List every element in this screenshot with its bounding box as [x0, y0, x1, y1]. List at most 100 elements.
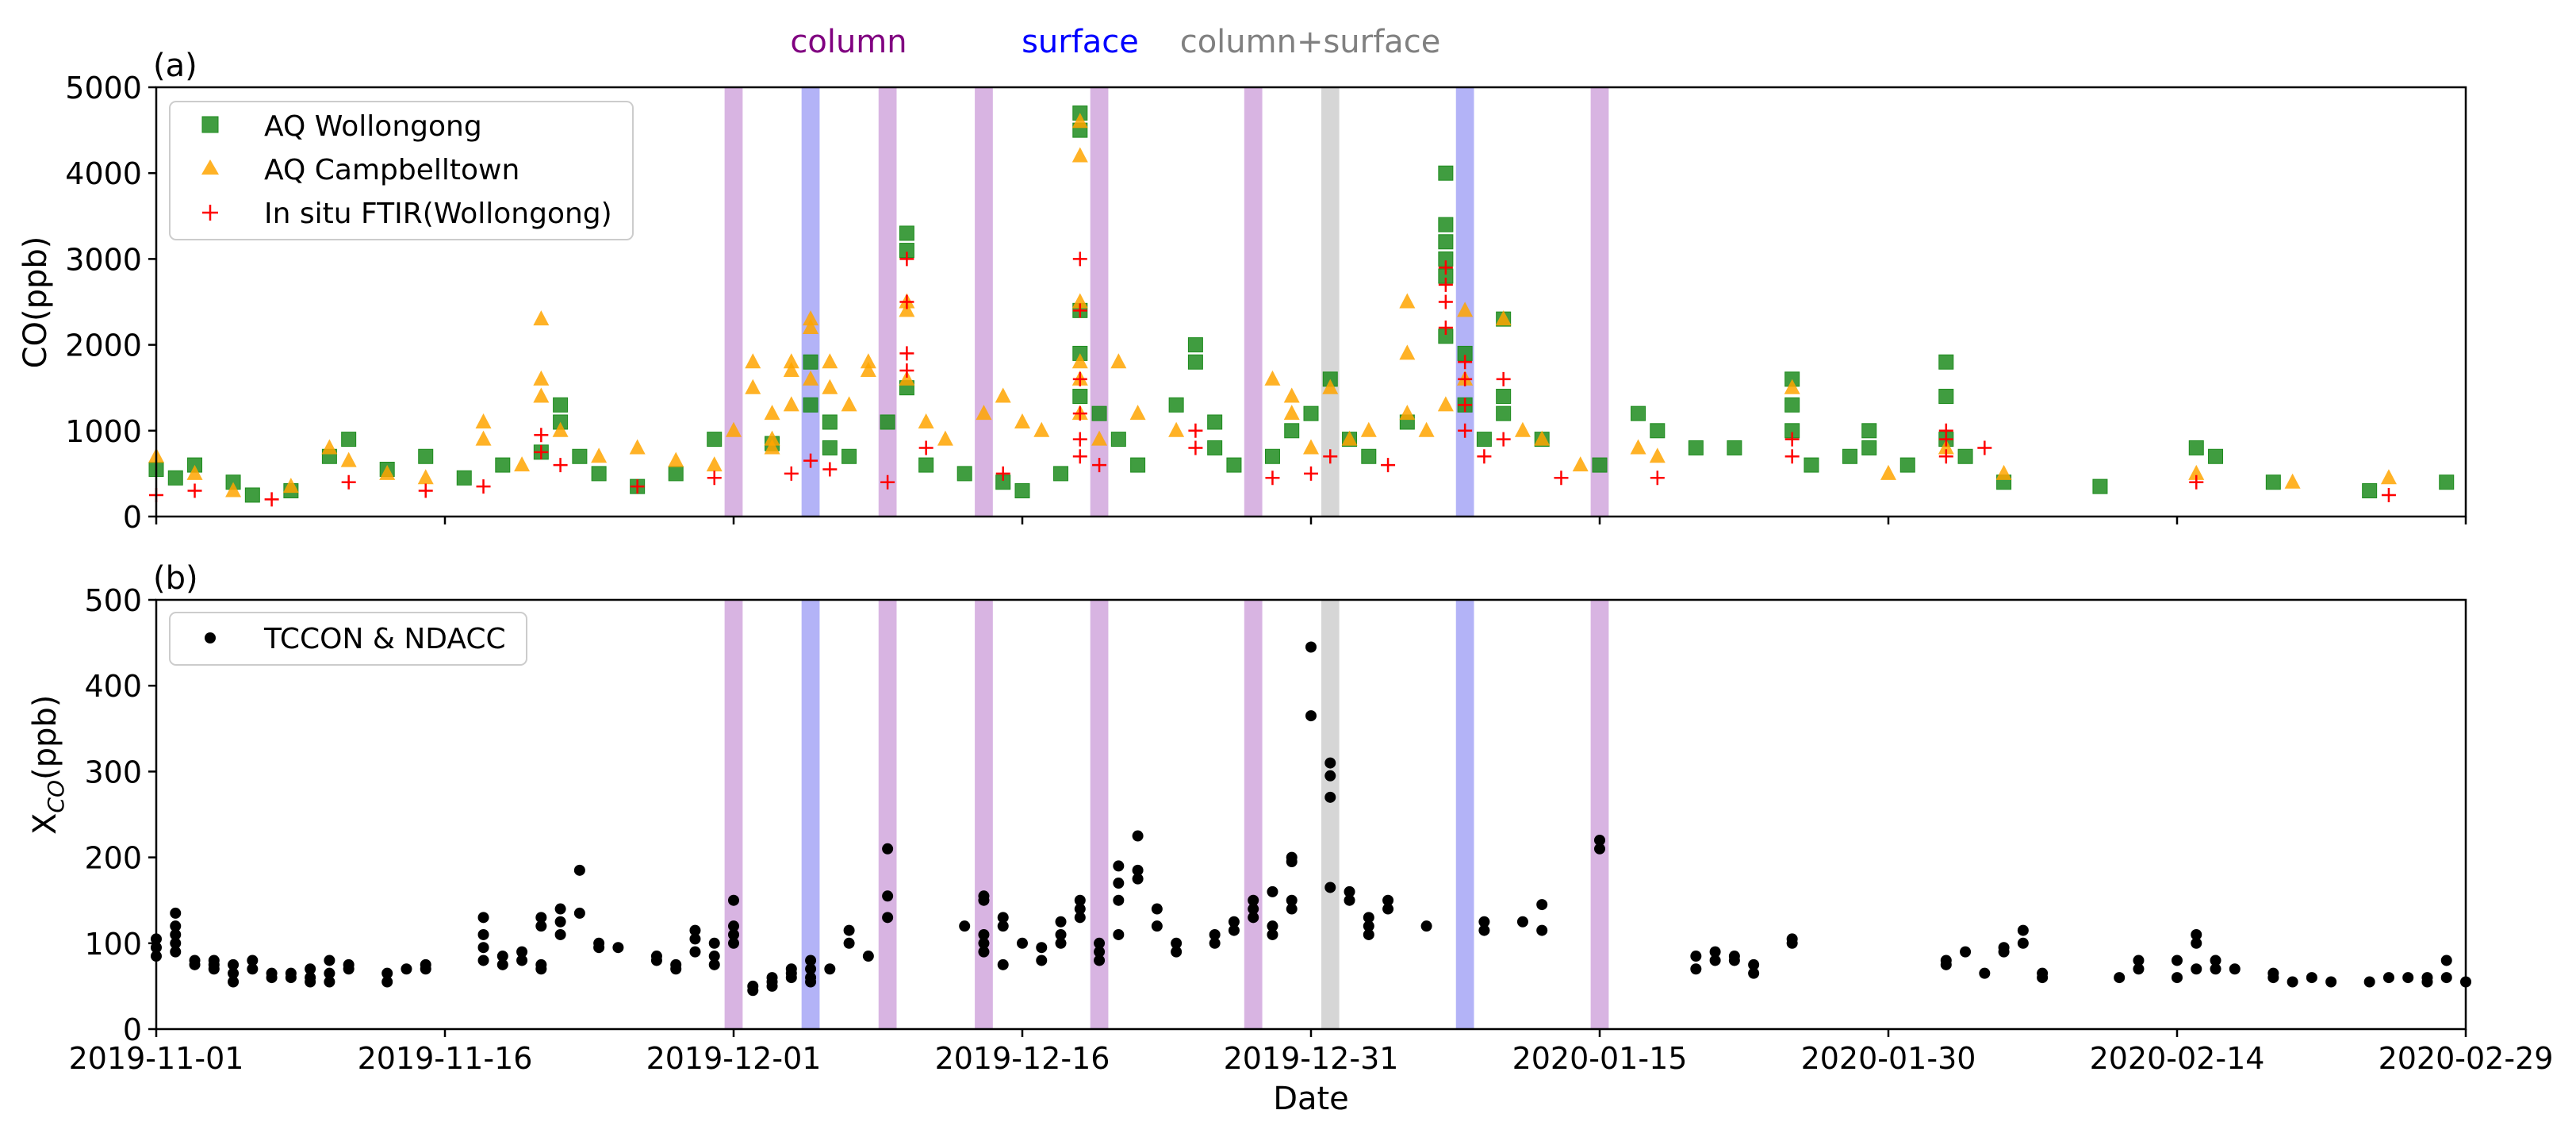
- data-point-wollongong: [1899, 457, 1915, 473]
- data-point-campbelltown: [1399, 293, 1416, 309]
- data-point-tccon: [496, 958, 508, 970]
- data-point-tccon: [1286, 903, 1298, 915]
- data-point-ftir: [822, 462, 838, 477]
- data-point-ftir: [1977, 440, 1992, 455]
- data-point-campbelltown: [321, 439, 338, 455]
- data-point-ftir: [1304, 466, 1318, 481]
- data-point-tccon: [1074, 903, 1086, 915]
- data-point-tccon: [1055, 916, 1067, 928]
- data-point-campbelltown: [764, 439, 780, 455]
- data-point-tccon: [1363, 920, 1374, 932]
- x-tick-label: 2019-12-01: [646, 1041, 822, 1076]
- data-point-tccon: [2017, 924, 2029, 936]
- data-point-ftir: [784, 466, 799, 481]
- data-point-tccon: [477, 942, 489, 954]
- data-point-campbelltown: [1341, 430, 1358, 446]
- y-tick-label: 3000: [65, 242, 142, 277]
- data-point-ftir: [1938, 432, 1953, 447]
- data-point-tccon: [1267, 920, 1278, 932]
- data-point-tccon: [689, 924, 701, 936]
- x-tick-label: 2020-01-30: [1801, 1041, 1976, 1076]
- data-point-campbelltown: [1071, 353, 1088, 369]
- data-point-tccon: [1094, 955, 1106, 966]
- data-point-tccon: [554, 903, 566, 915]
- data-point-wollongong: [1072, 389, 1088, 405]
- data-point-ftir: [899, 294, 914, 309]
- data-point-ftir: [1188, 423, 1203, 438]
- data-point-tccon: [1171, 946, 1183, 958]
- legend-campbelltown-marker: [201, 159, 219, 175]
- data-point-campbelltown: [629, 439, 646, 455]
- legend-wollongong-marker: [201, 116, 219, 133]
- data-point-tccon: [689, 946, 701, 958]
- data-point-tccon: [1248, 894, 1259, 906]
- data-point-campbelltown: [937, 430, 953, 446]
- data-point-tccon: [1228, 916, 1240, 928]
- y-tick-label: 400: [84, 669, 142, 704]
- data-point-campbelltown: [918, 413, 934, 428]
- data-point-tccon: [1344, 885, 1355, 897]
- data-point-tccon: [1594, 834, 1605, 846]
- data-point-tccon: [554, 916, 566, 928]
- data-point-wollongong: [1207, 440, 1223, 455]
- data-point-wollongong: [591, 466, 607, 482]
- data-point-tccon: [1228, 924, 1240, 936]
- band-legend-column: column: [790, 24, 907, 60]
- data-point-campbelltown: [533, 310, 550, 326]
- data-point-campbelltown: [514, 456, 531, 472]
- data-point-ftir: [707, 471, 722, 486]
- data-point-tccon: [1094, 946, 1106, 958]
- data-point-tccon: [1478, 924, 1490, 936]
- data-point-campbelltown: [822, 378, 838, 394]
- data-point-ftir: [418, 483, 433, 498]
- data-point-tccon: [477, 912, 489, 924]
- data-point-tccon: [1324, 882, 1336, 893]
- data-point-campbelltown: [1938, 439, 1954, 455]
- data-point-campbelltown: [1303, 439, 1319, 455]
- data-point-campbelltown: [976, 405, 992, 421]
- data-point-tccon: [978, 946, 990, 958]
- data-point-wollongong: [2265, 474, 2281, 490]
- data-point-tccon: [785, 963, 797, 975]
- data-point-ftir: [534, 428, 549, 443]
- band-column-2020-01-15: [1590, 86, 1609, 517]
- panel-a-points: [148, 105, 2455, 507]
- data-point-tccon: [1209, 937, 1221, 949]
- data-point-tccon: [1209, 928, 1221, 940]
- data-point-tccon: [1171, 937, 1183, 949]
- data-point-ftir: [1072, 303, 1087, 318]
- data-point-wollongong: [1207, 414, 1223, 430]
- data-point-campbelltown: [803, 318, 819, 334]
- data-point-tccon: [496, 951, 508, 962]
- data-point-wollongong: [2188, 440, 2204, 455]
- data-point-ftir: [1265, 471, 1280, 486]
- data-point-ftir: [1072, 432, 1087, 447]
- data-point-tccon: [708, 958, 720, 970]
- data-point-ftir: [880, 474, 895, 490]
- panel-a-label: (a): [153, 48, 197, 84]
- data-point-campbelltown: [1399, 344, 1416, 360]
- data-point-wollongong: [572, 448, 588, 464]
- data-point-tccon: [1478, 916, 1490, 928]
- data-point-campbelltown: [1630, 439, 1646, 455]
- data-point-tccon: [1940, 955, 1952, 966]
- data-point-tccon: [1017, 937, 1028, 949]
- data-point-tccon: [170, 907, 182, 919]
- data-point-tccon: [670, 963, 682, 975]
- data-point-campbelltown: [1418, 421, 1435, 437]
- data-point-ftir: [553, 458, 568, 473]
- data-point-wollongong: [244, 487, 260, 503]
- data-point-tccon: [1286, 856, 1298, 868]
- band-column-2019-12-09: [878, 86, 897, 517]
- data-point-campbelltown: [1572, 456, 1589, 472]
- data-point-tccon: [1748, 967, 1760, 979]
- data-point-wollongong: [803, 397, 818, 413]
- data-point-wollongong: [1438, 217, 1454, 232]
- band-legend: column surface column+surface: [790, 24, 1440, 60]
- data-point-campbelltown: [783, 353, 799, 369]
- data-point-tccon: [2382, 972, 2394, 984]
- data-point-tccon: [805, 963, 817, 975]
- data-point-tccon: [324, 976, 335, 988]
- data-point-ftir: [899, 252, 914, 267]
